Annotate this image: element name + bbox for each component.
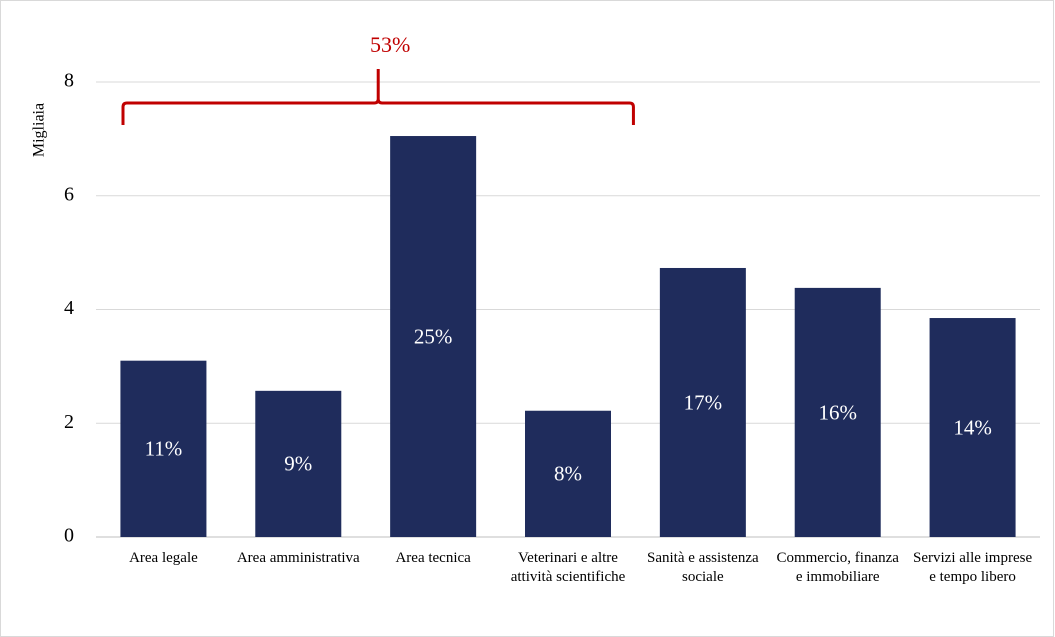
share-label: 16%	[818, 400, 857, 424]
x-tick-label: Sanità e assistenza sociale	[647, 550, 759, 585]
x-tick-label: Servizi alle imprese e tempo libero	[913, 550, 1033, 585]
x-tick-label: Area tecnica	[395, 550, 471, 566]
share-label: 25%	[414, 324, 453, 348]
bar	[390, 136, 477, 537]
bracket	[121, 69, 635, 125]
y-tick-label: 8	[64, 70, 74, 92]
x-tick-label: Veterinari e altre attività scientifiche	[510, 550, 626, 585]
y-tick-label: 6	[64, 183, 74, 205]
x-tick-label: Commercio, finanza e immobiliare	[776, 550, 899, 585]
y-tick-label: 2	[64, 411, 74, 433]
bar	[255, 390, 342, 537]
bracket-label: 53%	[370, 32, 410, 57]
bar	[794, 287, 881, 537]
share-label: 14%	[953, 415, 992, 439]
share-label: 17%	[684, 390, 723, 414]
share-label: 9%	[284, 452, 312, 476]
x-tick-label: Area amministrativa	[236, 550, 360, 566]
bar	[525, 410, 611, 537]
share-label: 8%	[554, 462, 582, 486]
y-tick-label: 4	[64, 297, 74, 319]
bar	[120, 360, 207, 537]
share-label: 11%	[145, 437, 183, 461]
bar	[929, 318, 1016, 537]
y-tick-label: 0	[64, 525, 74, 547]
x-tick-label: Area legale	[129, 550, 198, 566]
bar	[659, 267, 746, 537]
y-axis-label: Migliaia	[31, 103, 48, 157]
